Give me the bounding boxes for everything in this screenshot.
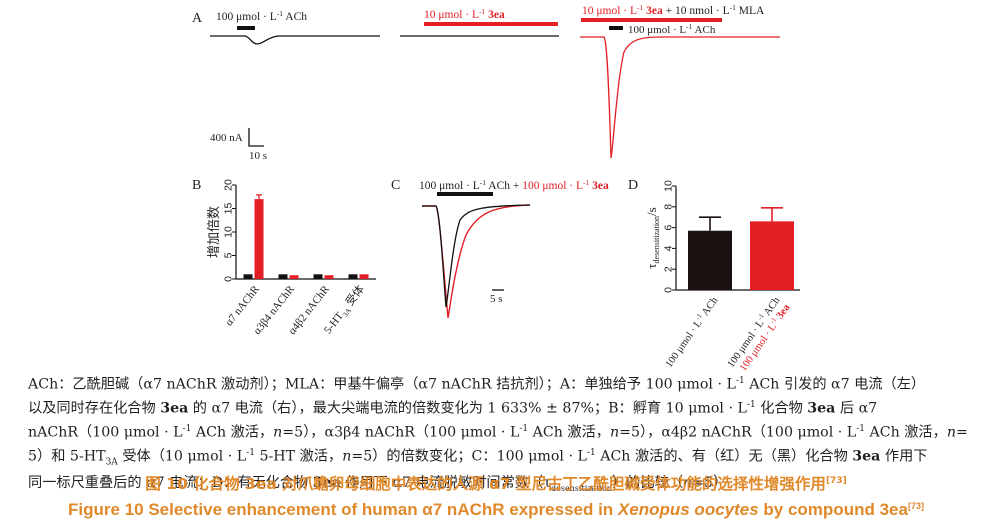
- chart-b-y-tick-label: 5: [223, 252, 235, 258]
- chart-d-y-tick-label: 8: [663, 204, 675, 210]
- panel-a-combo-ach-label: 100 μmol · L-1 ACh: [628, 22, 716, 36]
- chart-b-bar: [278, 274, 288, 279]
- panel-c-trace-red: [422, 204, 531, 319]
- panel-a-combo-red-bar: [581, 18, 722, 22]
- panel-b-label: B: [192, 178, 201, 193]
- chart-b-bar: [289, 275, 299, 279]
- chart-b-bar: [324, 275, 334, 279]
- panel-a-combo-ach-bar: [609, 26, 623, 30]
- chart-d-y-tick-label: 0: [663, 287, 675, 293]
- panel-a-scale-time: 10 s: [249, 150, 267, 162]
- chart-d-category-label: 100 μmol · L-1 ACh: [662, 294, 721, 370]
- panel-a-scale-current: 400 nA: [210, 132, 243, 144]
- panel-a-scale-bar: [248, 128, 264, 147]
- chart-d: 0 2 4 6 8 10 τdesensitization/s 100 μmol · L-1 …: [644, 180, 800, 370]
- panel-a-3ea-bar: [424, 22, 558, 26]
- chart-b-y-tick-label: 10: [223, 226, 235, 238]
- panel-a-combo-label: 10 μmol · L-1 3ea + 10 nmol · L-1 MLA: [582, 3, 765, 17]
- caption-chinese: 图 10 化合物 3ea 对爪蟾卵母细胞中表达的人源 α7 型尼古丁乙酰胆碱受体…: [145, 475, 847, 493]
- legend-line-2: 以及同时存在化合物 3ea 的 α7 电流（右），最大尖端电流的倍数变化为 1 …: [28, 400, 878, 417]
- panel-c-trace-black: [422, 204, 531, 308]
- panel-a-trace-ach: [210, 35, 380, 45]
- legend-line-3: nAChR（100 μmol · L-1 ACh 激活，n=5），α3β4 nA…: [28, 424, 968, 442]
- panel-a-3ea-label: 10 μmol · L-1 3ea: [424, 7, 505, 21]
- panel-c-header: 100 μmol · L-1 ACh + 100 μmol · L-1 3ea: [419, 178, 609, 192]
- panel-a-ach-bar: [237, 26, 255, 30]
- chart-d-y-tick-label: 6: [663, 225, 675, 231]
- figure-panels: A 100 μmol · L-1 ACh 10 μmol · L-1 3ea 1…: [192, 3, 800, 370]
- chart-d-y-tick-label: 10: [663, 180, 675, 192]
- chart-b-bar: [243, 274, 253, 279]
- panel-c-label: C: [391, 178, 400, 193]
- chart-d-bar: [688, 230, 732, 290]
- chart-b-bar: [348, 274, 358, 279]
- panel-a-trace-combo: [580, 36, 780, 159]
- panel-d-label: D: [628, 178, 638, 193]
- chart-b-bar: [254, 199, 264, 279]
- chart-b-y-tick-label: 0: [223, 276, 235, 282]
- chart-b-y-tick-label: 15: [223, 203, 235, 215]
- panel-a-ach-label: 100 μmol · L-1 ACh: [216, 9, 307, 23]
- legend-line-4: 5）和 5-HT3A 受体（10 μmol · L-1 5-HT 激活，n=5）…: [28, 448, 928, 468]
- chart-d-y-tick-label: 4: [663, 245, 675, 251]
- chart-d-bar: [750, 221, 794, 290]
- panel-a-label: A: [192, 11, 203, 26]
- chart-b-y-tick-label: 20: [223, 179, 235, 191]
- panel-c-scale-time: 5 s: [490, 293, 503, 305]
- chart-d-y-tick-label: 2: [663, 266, 675, 272]
- chart-b-bar: [313, 274, 323, 279]
- caption-english: Figure 10 Selective enhancement of human…: [68, 500, 924, 519]
- chart-d-y-axis-title: τdesensitization/s: [644, 207, 661, 268]
- chart-b-y-axis-title: 增加倍数: [206, 206, 221, 258]
- figure-legend: ACh：乙酰胆碱（α7 nAChR 激动剂）；MLA：甲基牛偏亭（α7 nACh…: [28, 371, 968, 500]
- panel-c-ach-bar: [437, 192, 493, 196]
- legend-line-5: 同一标尺重叠后的 α7 电流；D：有无化合物 3ea 作用下 α7 电流脱敏时间…: [28, 475, 728, 494]
- chart-b-bar: [359, 274, 369, 279]
- legend-line-1: ACh：乙酰胆碱（α7 nAChR 激动剂）；MLA：甲基牛偏亭（α7 nACh…: [28, 376, 926, 393]
